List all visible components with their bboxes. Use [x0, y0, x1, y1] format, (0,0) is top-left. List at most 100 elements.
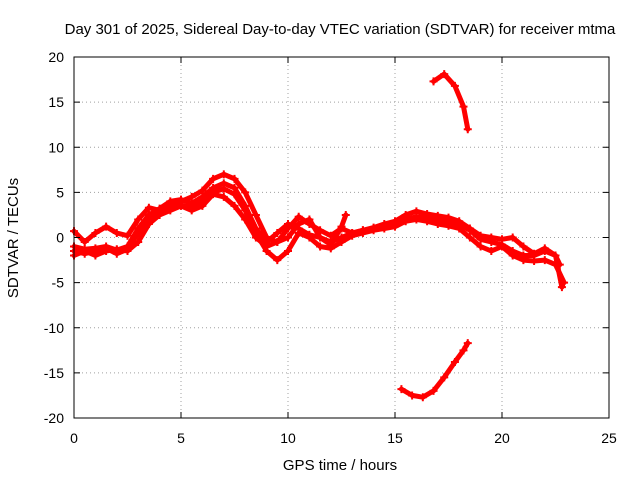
data-point	[508, 251, 517, 260]
data-point	[102, 247, 111, 256]
data-point	[241, 206, 250, 215]
data-point	[465, 224, 474, 233]
data-point	[557, 283, 566, 292]
y-tick-label: -10	[44, 320, 64, 336]
data-point	[209, 190, 218, 199]
data-point	[519, 242, 528, 251]
x-tick-label: 5	[177, 430, 185, 446]
data-point	[450, 81, 459, 90]
data-point	[273, 238, 282, 247]
data-point	[123, 247, 132, 256]
data-point	[187, 206, 196, 215]
series-track-3	[70, 170, 564, 269]
data-point	[337, 222, 346, 231]
data-point	[123, 231, 132, 240]
data-point	[187, 192, 196, 201]
data-point	[316, 242, 325, 251]
data-point	[391, 217, 399, 226]
x-tick-label: 0	[70, 430, 78, 446]
data-point	[337, 238, 346, 247]
data-point	[530, 256, 539, 265]
y-tick-label: 5	[56, 184, 64, 200]
data-point	[91, 251, 100, 260]
data-point	[198, 186, 207, 195]
data-series	[70, 70, 569, 402]
data-point	[134, 215, 143, 224]
data-point	[369, 223, 378, 232]
data-point	[560, 278, 569, 287]
data-point	[412, 207, 421, 216]
data-point	[348, 228, 357, 237]
data-point	[440, 70, 449, 79]
y-tick-label: -15	[44, 365, 64, 381]
data-point	[463, 125, 472, 134]
data-point	[230, 174, 239, 183]
data-point	[450, 358, 459, 367]
data-point	[230, 190, 239, 199]
data-point	[144, 219, 153, 228]
data-point	[418, 393, 427, 402]
data-point	[423, 210, 432, 219]
data-point	[498, 235, 506, 244]
data-point	[241, 188, 250, 197]
data-point	[102, 222, 111, 231]
data-point	[551, 251, 560, 260]
data-point	[91, 228, 100, 237]
y-tick-label: -20	[44, 410, 64, 426]
data-point	[465, 233, 474, 242]
data-point	[326, 240, 335, 249]
data-point	[487, 233, 496, 242]
data-point	[294, 212, 303, 221]
x-tick-label: 10	[280, 430, 296, 446]
x-tick-label: 25	[601, 430, 617, 446]
data-point	[198, 201, 207, 210]
data-point	[433, 211, 442, 220]
data-point	[530, 249, 539, 258]
y-axis-label: SDTVAR / TECUs	[5, 178, 22, 298]
data-point	[177, 201, 185, 210]
data-point	[241, 215, 250, 224]
data-point	[273, 228, 282, 237]
y-tick-label: 20	[48, 49, 64, 65]
data-point	[251, 233, 260, 242]
chart-title: Day 301 of 2025, Sidereal Day-to-day VTE…	[65, 21, 616, 38]
data-point	[294, 219, 303, 228]
data-point	[540, 256, 549, 265]
data-point	[219, 192, 228, 201]
data-point	[444, 221, 453, 230]
data-point	[401, 210, 410, 219]
y-tick-labels: -20 -15 -10 -5 0 5 10 15 20	[44, 49, 64, 426]
data-point	[166, 199, 175, 208]
data-point	[380, 219, 389, 228]
data-point	[294, 228, 303, 237]
data-point	[80, 238, 89, 247]
data-point	[341, 210, 350, 219]
data-point	[487, 247, 496, 256]
data-point	[463, 339, 472, 348]
data-point	[112, 228, 121, 237]
tick-marks	[73, 56, 610, 419]
data-point	[429, 386, 438, 395]
y-tick-label: 0	[56, 230, 64, 246]
data-point	[433, 219, 442, 228]
data-point	[166, 206, 175, 215]
series-track-6	[397, 339, 472, 402]
data-point	[455, 217, 464, 226]
data-point	[305, 215, 314, 224]
x-axis-label: GPS time / hours	[283, 457, 397, 474]
series-track-5	[429, 70, 472, 134]
data-point	[459, 102, 468, 111]
y-tick-label: 15	[48, 94, 64, 110]
data-point	[508, 233, 517, 242]
data-point	[284, 224, 292, 233]
data-point	[412, 215, 421, 224]
data-point	[144, 203, 153, 212]
series-track-4	[70, 190, 350, 260]
data-point	[397, 385, 406, 394]
y-tick-label: -5	[52, 275, 65, 291]
data-point	[476, 242, 485, 251]
x-tick-labels: 0 5 10 15 20 25	[70, 430, 617, 446]
data-point	[429, 77, 438, 86]
data-point	[262, 242, 271, 251]
